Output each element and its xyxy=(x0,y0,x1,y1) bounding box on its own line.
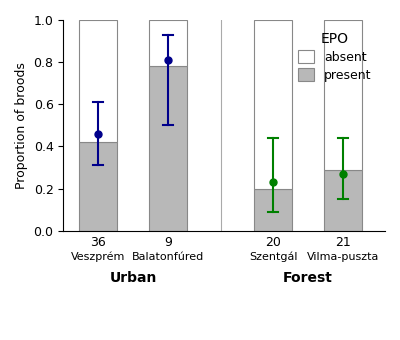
Text: Urban: Urban xyxy=(110,271,157,285)
Bar xyxy=(254,188,292,231)
Bar xyxy=(324,20,362,170)
Bar xyxy=(79,142,118,231)
Legend: absent, present: absent, present xyxy=(294,28,376,85)
Bar xyxy=(254,20,292,188)
Bar xyxy=(79,20,118,142)
Bar xyxy=(149,66,188,231)
Y-axis label: Proportion of broods: Proportion of broods xyxy=(15,62,28,189)
Text: Balatonfúred: Balatonfúred xyxy=(132,252,204,262)
Bar xyxy=(149,20,188,66)
Text: Forest: Forest xyxy=(283,271,333,285)
Text: Szentgál: Szentgál xyxy=(249,252,297,262)
Text: Veszprém: Veszprém xyxy=(71,252,126,262)
Text: Vilma-puszta: Vilma-puszta xyxy=(307,252,379,262)
Bar xyxy=(324,170,362,231)
